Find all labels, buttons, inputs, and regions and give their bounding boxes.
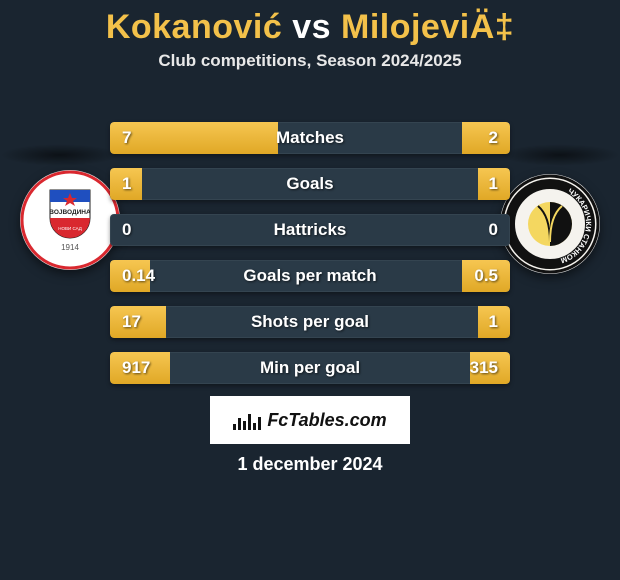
branding-text: FcTables.com [267, 410, 386, 431]
stat-label: Min per goal [110, 352, 510, 384]
stat-value-right: 0 [477, 214, 510, 246]
cukaricki-crest-icon: ЧУКАРИЧКИ СТАНКОМ [500, 174, 600, 274]
team-badge-right: ЧУКАРИЧКИ СТАНКОМ [500, 174, 600, 274]
branding-bar [233, 424, 236, 430]
badge-left-label: ВОЈВОДИНА [49, 209, 91, 216]
branding-bars-icon [233, 410, 261, 430]
stat-value-left: 917 [110, 352, 162, 384]
date-text: 1 december 2024 [0, 454, 620, 475]
shadow-right [500, 144, 620, 166]
branding-bar [253, 423, 256, 430]
badge-left-sub: НОВИ САД [58, 226, 82, 231]
stat-row: Shots per goal17 1 [110, 306, 510, 338]
stat-label: Goals [110, 168, 510, 200]
branding-bar [243, 421, 246, 430]
svg-text:1914: 1914 [61, 243, 79, 252]
team-badge-left: ВОЈВОДИНА НОВИ САД 1914 [20, 170, 120, 270]
stat-value-left: 0.14 [110, 260, 167, 292]
title-left: Kokanović [106, 8, 282, 46]
subtitle: Club competitions, Season 2024/2025 [0, 51, 620, 71]
stat-value-left: 0 [110, 214, 143, 246]
branding-box: FcTables.com [210, 396, 410, 444]
stat-value-left: 7 [110, 122, 143, 154]
stat-value-right: 0.5 [462, 260, 510, 292]
stat-label: Goals per match [110, 260, 510, 292]
stat-row: Min per goal917 315 [110, 352, 510, 384]
stat-value-left: 1 [110, 168, 143, 200]
stat-label: Hattricks [110, 214, 510, 246]
page-title: Kokanović vs MilojeviÄ‡ [0, 0, 620, 47]
stat-value-right: 1 [477, 168, 510, 200]
stat-row: Matches7 2 [110, 122, 510, 154]
vojvodina-crest-icon: ВОЈВОДИНА НОВИ САД 1914 [20, 170, 120, 270]
stat-row: Goals1 1 [110, 168, 510, 200]
stat-row: Goals per match0.14 0.5 [110, 260, 510, 292]
branding-bar [258, 417, 261, 430]
stats-panel: Matches72Goals11Hattricks00Goals per mat… [110, 122, 510, 398]
shadow-left [0, 144, 120, 166]
stat-value-right: 315 [458, 352, 510, 384]
stat-label: Shots per goal [110, 306, 510, 338]
branding-bar [238, 418, 241, 430]
stat-value-right: 1 [477, 306, 510, 338]
infographic-root: Kokanović vs MilojeviÄ‡ Club competition… [0, 0, 620, 580]
title-vs: vs [292, 8, 331, 46]
stat-value-left: 17 [110, 306, 153, 338]
stat-label: Matches [110, 122, 510, 154]
stat-value-right: 2 [477, 122, 510, 154]
branding-bar [248, 414, 251, 430]
stat-row: Hattricks0 0 [110, 214, 510, 246]
title-right: MilojeviÄ‡ [341, 8, 514, 46]
